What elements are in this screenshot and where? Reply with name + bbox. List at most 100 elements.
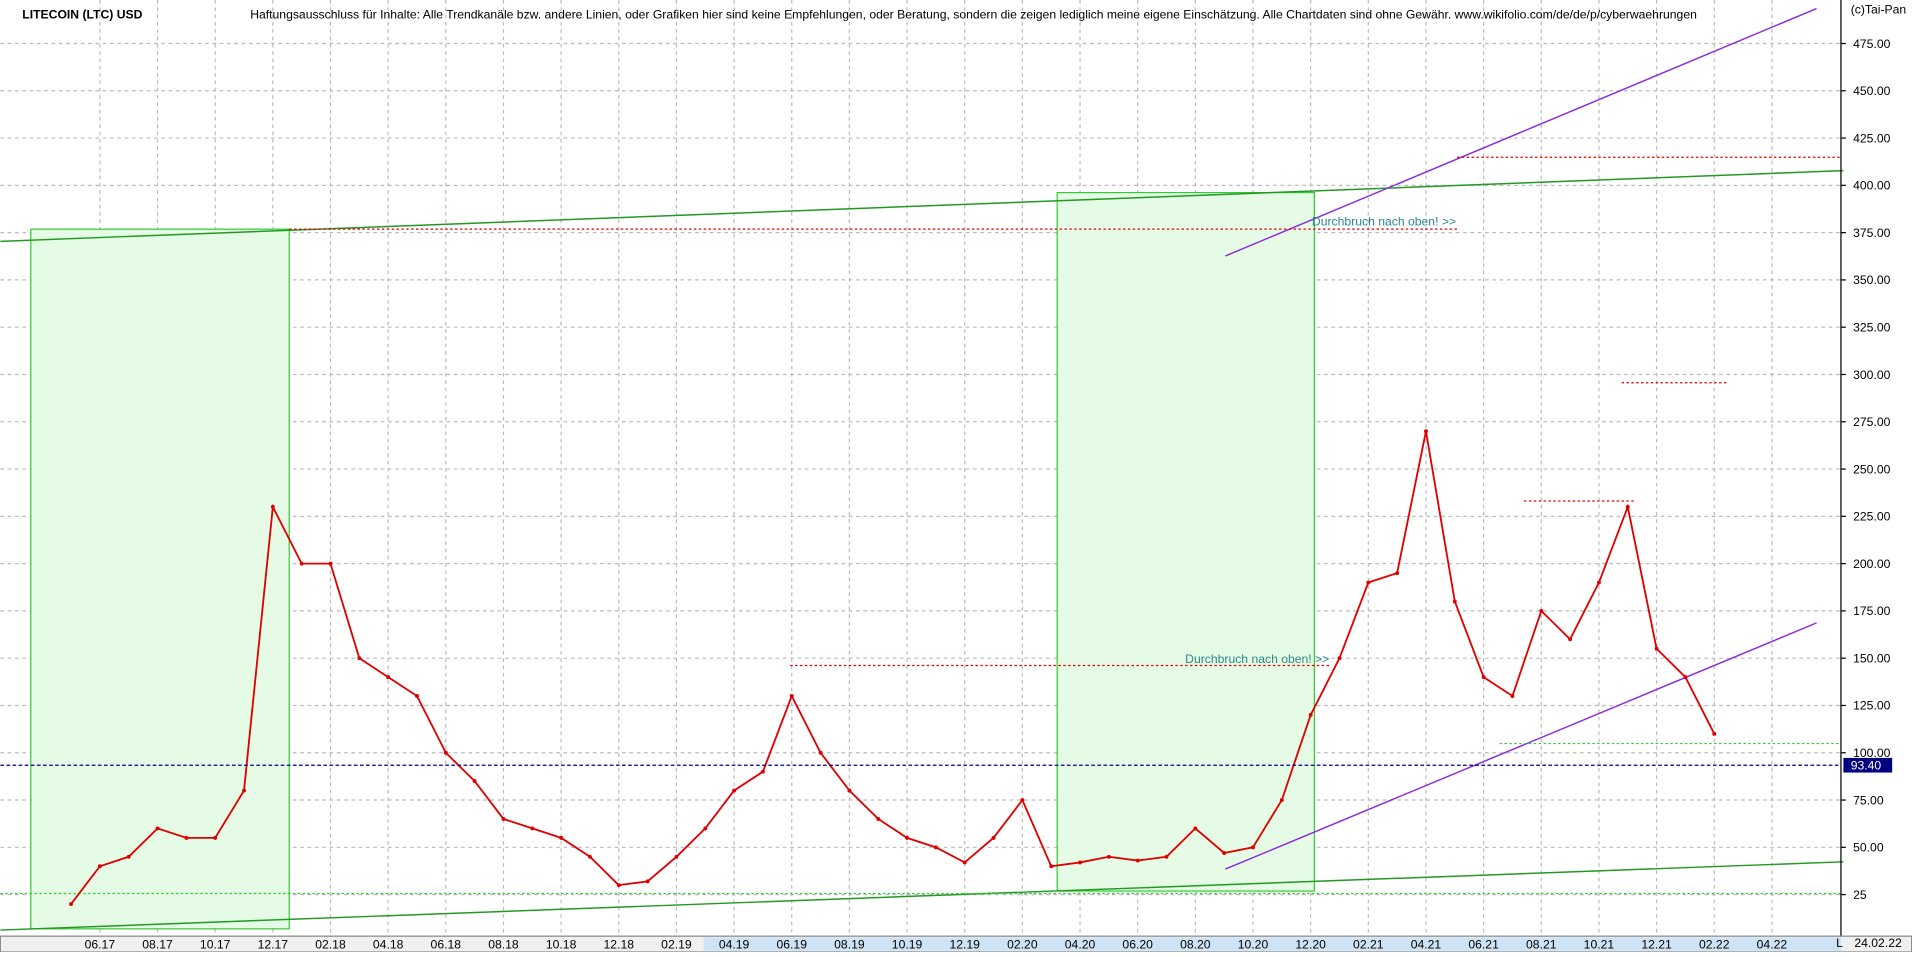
price-point xyxy=(1596,580,1601,585)
channel-line xyxy=(1225,7,1817,257)
price-point xyxy=(1193,826,1198,831)
x-tick-label: 12.19 xyxy=(949,937,980,951)
highlight-box xyxy=(1056,191,1315,892)
x-tick-label: 02.21 xyxy=(1353,937,1384,951)
x-tick-label: 08.17 xyxy=(142,937,173,951)
date-label: 24.02.22 xyxy=(1854,936,1902,950)
credit: (c)Tai-Pan xyxy=(1851,2,1906,16)
chart-title: LITECOIN (LTC) USD xyxy=(22,7,142,21)
x-tick-label: 10.20 xyxy=(1238,937,1269,951)
price-point xyxy=(1279,798,1284,802)
price-point xyxy=(1251,845,1255,850)
price-point xyxy=(501,816,506,821)
subtitle: Haftungsausschluss für Inhalte: Alle Tre… xyxy=(250,7,1697,21)
price-point xyxy=(357,656,362,661)
y-tick-label: 225.00 xyxy=(1853,510,1890,524)
x-tick-label: 02.19 xyxy=(661,937,692,951)
y-tick-label: 375.00 xyxy=(1853,226,1890,240)
x-tick-label: 06.17 xyxy=(85,937,116,951)
price-point xyxy=(1106,854,1111,859)
price-point xyxy=(386,675,391,680)
y-tick-label: 100.00 xyxy=(1853,746,1890,760)
y-tick-label: 300.00 xyxy=(1853,368,1890,382)
price-point xyxy=(616,883,621,888)
x-tick-label: 04.22 xyxy=(1757,937,1788,951)
price-point xyxy=(1654,646,1659,651)
price-point xyxy=(97,864,102,869)
price-point xyxy=(789,694,794,698)
price-point xyxy=(126,854,131,859)
price-point xyxy=(1510,694,1515,698)
annotation: Durchbruch nach oben! >> xyxy=(1185,652,1329,666)
price-point xyxy=(760,769,765,774)
price-point xyxy=(732,788,737,793)
y-tick-label: 450.00 xyxy=(1853,84,1890,98)
plot xyxy=(0,429,1841,907)
price-line xyxy=(70,431,1716,905)
y-tick-label: 50.00 xyxy=(1853,841,1884,855)
price-point xyxy=(270,504,275,509)
x-tick-label: 06.18 xyxy=(431,937,462,951)
price-point xyxy=(530,826,535,831)
x-tick-label: 02.22 xyxy=(1699,937,1730,951)
y-tick-label: 175.00 xyxy=(1853,604,1890,618)
price-point xyxy=(703,826,708,831)
price-point xyxy=(1135,858,1140,863)
price-point xyxy=(155,826,160,831)
y-tick-label: 25 xyxy=(1853,888,1867,902)
x-tick-label: 04.18 xyxy=(373,937,404,951)
x-axis-highlight xyxy=(703,937,1841,951)
x-tick-label: 10.18 xyxy=(546,937,577,951)
price-point xyxy=(213,835,218,840)
price-point xyxy=(1308,712,1313,717)
x-tick-label: 06.21 xyxy=(1468,937,1499,951)
price-point xyxy=(1395,571,1400,576)
y-tick-label: 425.00 xyxy=(1853,131,1890,145)
price-point xyxy=(1020,798,1025,802)
price-point xyxy=(1049,864,1054,869)
y-tick-label: 150.00 xyxy=(1853,651,1890,665)
price-point xyxy=(933,845,938,850)
price-point xyxy=(443,750,448,755)
trend-line xyxy=(0,169,1844,243)
price-point xyxy=(328,561,333,566)
x-tick-label: 08.19 xyxy=(834,937,865,951)
price-point xyxy=(818,750,823,755)
reference-label-box xyxy=(1843,757,1893,773)
x-tick-label: 02.18 xyxy=(315,937,346,951)
price-point xyxy=(674,854,679,859)
price-point xyxy=(1683,675,1688,680)
trend-line xyxy=(0,861,1844,931)
price-point xyxy=(559,835,564,840)
price-point xyxy=(587,854,592,859)
x-tick-label: 10.21 xyxy=(1584,937,1615,951)
price-point xyxy=(1424,429,1428,434)
x-tick-label: 06.19 xyxy=(777,937,808,951)
price-point xyxy=(645,879,650,884)
price-point xyxy=(962,860,967,865)
x-tick-label: 04.21 xyxy=(1411,937,1442,951)
price-point xyxy=(242,788,246,793)
price-point xyxy=(1452,599,1457,604)
y-tick-label: 325.00 xyxy=(1853,320,1890,334)
price-point xyxy=(1712,731,1717,736)
price-point xyxy=(1164,854,1169,859)
x-tick-label: 12.21 xyxy=(1641,937,1672,951)
y-tick-label: 125.00 xyxy=(1853,699,1890,713)
corner-label: L xyxy=(1836,936,1843,950)
y-tick-label: 75.00 xyxy=(1853,793,1884,807)
axes: 25 50.00 75.00 100.00 125.00 150.00 175.00 200.… xyxy=(85,37,1893,951)
price-point xyxy=(1337,656,1342,661)
x-tick-label: 04.20 xyxy=(1065,937,1096,951)
y-tick-label: 350.00 xyxy=(1853,273,1890,287)
price-point xyxy=(69,902,73,907)
annotation: Durchbruch nach oben! >> xyxy=(1312,215,1456,229)
reference-label: 93.40 xyxy=(1851,759,1882,773)
y-tick-label: 200.00 xyxy=(1853,557,1890,571)
x-tick-label: 10.17 xyxy=(200,937,231,951)
x-tick-label: 02.20 xyxy=(1007,937,1038,951)
price-point xyxy=(472,779,477,784)
